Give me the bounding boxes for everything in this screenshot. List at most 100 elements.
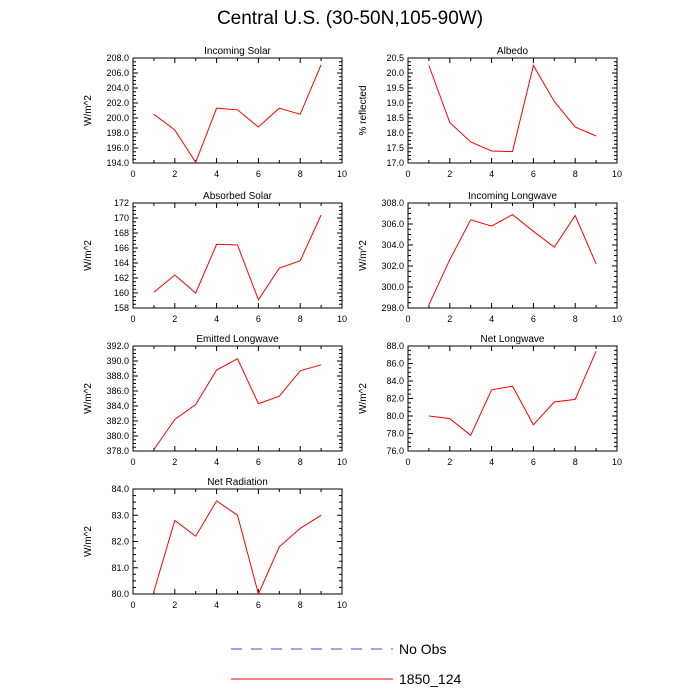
panel-title: Emitted Longwave	[196, 334, 279, 345]
x-tick-label: 10	[612, 314, 622, 324]
y-tick-label: 386.0	[106, 386, 129, 396]
x-tick-label: 8	[573, 457, 578, 467]
x-tick-label: 10	[337, 457, 347, 467]
x-tick-label: 2	[172, 169, 177, 179]
x-tick-label: 4	[489, 457, 494, 467]
chart-panel-1: 0 2 4 6 8 10 194.0 196.0 198.0 200.0 202.0 204.0 206…	[83, 46, 347, 179]
y-tick-label: 194.0	[106, 158, 129, 168]
y-axis-label: W/m^2	[358, 240, 369, 271]
x-tick-label: 0	[405, 457, 410, 467]
x-tick-label: 8	[298, 600, 303, 610]
plot-frame	[407, 57, 618, 164]
y-tick-label: 82.0	[111, 537, 129, 547]
panel-title: Absorbed Solar	[203, 191, 273, 202]
series-line	[153, 500, 322, 596]
x-tick-label: 4	[214, 600, 219, 610]
y-tick-label: 306.0	[381, 219, 404, 229]
y-tick-label: 18.5	[386, 113, 404, 123]
x-tick-label: 4	[489, 314, 494, 324]
legend: No Obs 1850_124	[231, 641, 462, 687]
legend-label-1: No Obs	[399, 641, 446, 657]
y-tick-label: 390.0	[106, 356, 129, 366]
x-tick-label: 4	[214, 314, 219, 324]
x-tick-label: 2	[172, 457, 177, 467]
y-tick-label: 83.0	[111, 510, 129, 520]
y-tick-label: 78.0	[386, 429, 404, 439]
x-tick-label: 2	[172, 600, 177, 610]
chart-panel-5: 0 2 4 6 8 10 378.0 380.0 382.0 384.0 386.0 388.0 390…	[83, 334, 347, 467]
y-tick-label: 204.0	[106, 83, 129, 93]
chart-panel-4: 0 2 4 6 8 10 298.0 300.0 302.0 304.0 306.0 308.0 Inc…	[358, 191, 622, 324]
y-tick-label: 388.0	[106, 371, 129, 381]
chart-panel-7: 0 2 4 6 8 10 80.0 81.0 82.0 83.0 84.0 Net Radiation…	[83, 477, 347, 610]
chart-panel-3: 0 2 4 6 8 10 158 160 162 164 166 168 170 172 Absorbed …	[83, 191, 347, 324]
x-tick-label: 6	[256, 314, 261, 324]
page-title: Central U.S. (30-50N,105-90W)	[216, 8, 484, 29]
y-tick-label: 84.0	[111, 484, 129, 494]
y-tick-label: 17.0	[386, 158, 404, 168]
x-tick-label: 10	[337, 314, 347, 324]
series-line	[428, 351, 597, 437]
x-tick-label: 10	[612, 169, 622, 179]
x-tick-label: 8	[573, 314, 578, 324]
y-tick-label: 206.0	[106, 68, 129, 78]
chart-panel-6: 0 2 4 6 8 10 76.0 78.0 80.0 82.0 84.0 86.0 88.0 Net L…	[358, 334, 622, 467]
y-tick-label: 380.0	[106, 431, 129, 441]
y-axis-label: W/m^2	[83, 526, 94, 557]
x-tick-label: 8	[573, 169, 578, 179]
panel-title: Net Longwave	[481, 334, 545, 345]
plot-frame	[132, 488, 343, 595]
x-tick-label: 0	[130, 169, 135, 179]
y-tick-label: 200.0	[106, 113, 129, 123]
plot-frame	[132, 57, 343, 164]
y-tick-label: 198.0	[106, 128, 129, 138]
y-tick-label: 392.0	[106, 341, 129, 351]
series-line	[428, 64, 597, 153]
x-tick-label: 4	[214, 169, 219, 179]
x-tick-label: 6	[531, 314, 536, 324]
series-line	[428, 214, 597, 306]
y-tick-label: 208.0	[106, 53, 129, 63]
y-tick-label: 170	[114, 213, 129, 223]
y-tick-label: 164	[114, 258, 129, 268]
y-tick-label: 162	[114, 273, 129, 283]
y-tick-label: 300.0	[381, 282, 404, 292]
x-tick-label: 2	[447, 169, 452, 179]
plot-frame	[407, 345, 618, 452]
panel-title: Incoming Longwave	[468, 191, 557, 202]
y-tick-label: 202.0	[106, 98, 129, 108]
y-tick-label: 302.0	[381, 261, 404, 271]
y-axis-label: W/m^2	[83, 95, 94, 126]
x-tick-label: 4	[489, 169, 494, 179]
y-tick-label: 196.0	[106, 143, 129, 153]
y-tick-label: 19.0	[386, 98, 404, 108]
x-tick-label: 0	[130, 600, 135, 610]
y-tick-label: 82.0	[386, 394, 404, 404]
y-tick-label: 80.0	[386, 411, 404, 421]
y-tick-label: 88.0	[386, 341, 404, 351]
x-tick-label: 6	[256, 600, 261, 610]
x-tick-label: 10	[337, 600, 347, 610]
y-tick-label: 84.0	[386, 376, 404, 386]
x-tick-label: 8	[298, 314, 303, 324]
panel-title: Albedo	[497, 46, 529, 57]
series-line	[153, 214, 322, 301]
y-tick-label: 308.0	[381, 198, 404, 208]
x-tick-label: 0	[405, 169, 410, 179]
y-tick-label: 81.0	[111, 563, 129, 573]
y-tick-label: 158	[114, 303, 129, 313]
chart-panel-2: 0 2 4 6 8 10 17.0 17.5 18.0 18.5 19.0 19.5 20.0 20.5 A…	[358, 46, 622, 179]
panel-title: Incoming Solar	[204, 46, 271, 57]
x-tick-label: 6	[531, 457, 536, 467]
y-tick-label: 166	[114, 243, 129, 253]
x-tick-label: 10	[337, 169, 347, 179]
y-tick-label: 18.0	[386, 128, 404, 138]
y-tick-label: 304.0	[381, 240, 404, 250]
x-tick-label: 8	[298, 457, 303, 467]
panel-title: Net Radiation	[207, 477, 268, 488]
x-tick-label: 6	[531, 169, 536, 179]
y-tick-label: 76.0	[386, 446, 404, 456]
y-tick-label: 17.5	[386, 143, 404, 153]
y-axis-label: W/m^2	[83, 383, 94, 414]
x-tick-label: 0	[405, 314, 410, 324]
